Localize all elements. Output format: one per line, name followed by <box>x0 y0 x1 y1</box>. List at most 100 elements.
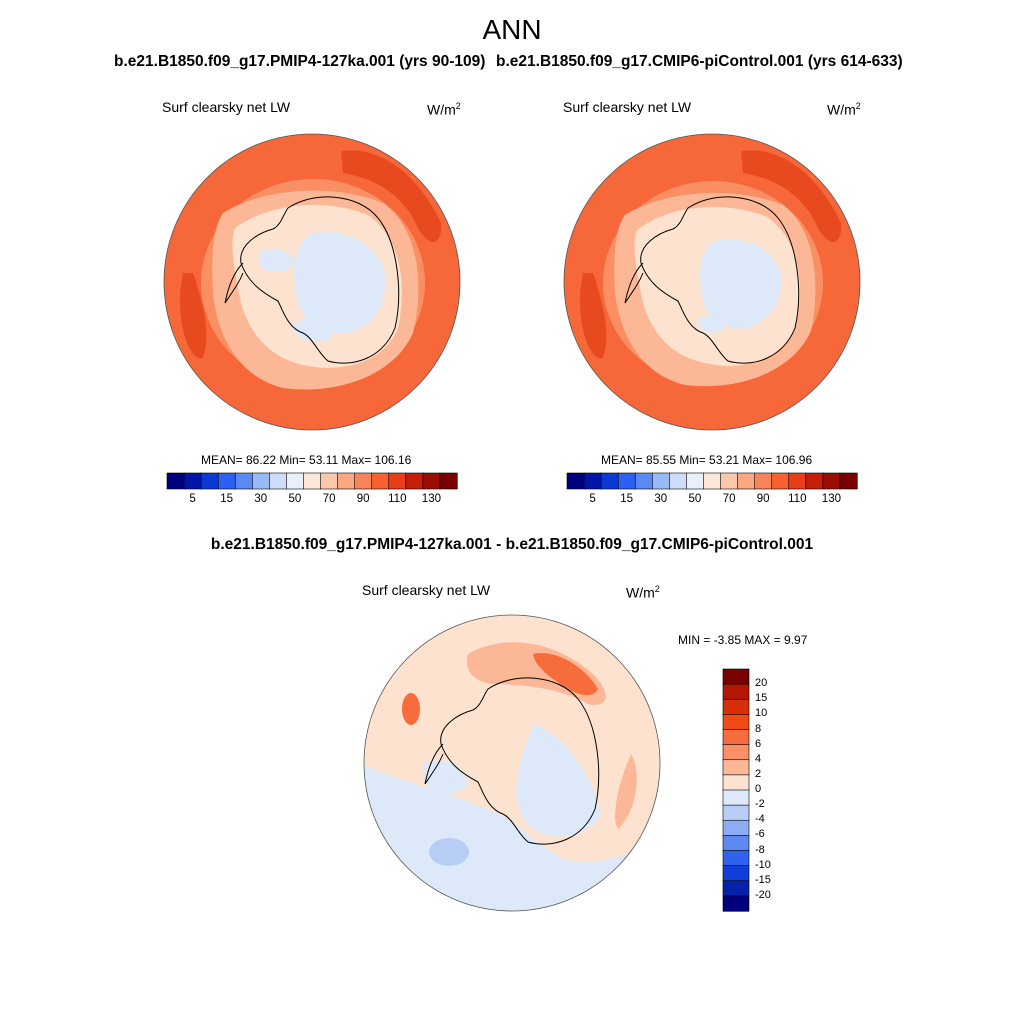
diff-colorbar-tick-label: -10 <box>755 858 771 871</box>
panel1-ocean-max-region-west <box>180 273 207 359</box>
diff-colorbar-swatch <box>722 835 750 852</box>
colorbar-swatch <box>422 472 441 490</box>
diff-negative-core <box>429 838 469 866</box>
colorbar-tick-label: 70 <box>722 493 736 505</box>
diff-colorbar-tick-label: 0 <box>755 783 762 795</box>
diff-colorbar-tick-label: 2 <box>755 767 762 780</box>
panel1-case-title: b.e21.B1850.f09_g17.PMIP4-127ka.001 (yrs… <box>114 53 486 70</box>
diff-polar-map <box>363 614 661 912</box>
diff-colorbar-tick-label: -2 <box>755 798 765 811</box>
diff-colorbar-labels: 20 15 10 8 6 4 2 0 -2 -4 -6 -8 -10 -15 -20 <box>755 669 795 911</box>
diff-colorbar-swatch <box>722 850 750 867</box>
colorbar-tick-label: 130 <box>421 493 441 505</box>
panel1-units-label: W/m2 <box>427 101 461 118</box>
colorbar-tick-label: 110 <box>388 493 407 505</box>
panel2-ice-interior <box>699 239 782 329</box>
colorbar-swatch <box>686 472 705 490</box>
panel1-polar-map <box>163 133 461 431</box>
panel1-ross-shelf <box>293 319 332 343</box>
colorbar-tick-label: 30 <box>254 493 268 505</box>
panel2-stats: MEAN= 85.55 Min= 53.21 Max= 106.96 <box>601 453 813 467</box>
diff-colorbar-swatch <box>722 789 750 806</box>
diff-variable-label: Surf clearsky net LW <box>362 582 491 598</box>
panel1-ocean-max-region <box>341 150 442 242</box>
panel1-peninsula-coastline <box>224 262 244 304</box>
colorbar-swatch <box>720 472 739 490</box>
diff-colorbar-swatch <box>722 698 750 715</box>
diff-case-title: b.e21.B1850.f09_g17.PMIP4-127ka.001 - b.… <box>210 536 814 553</box>
diff-positive-region-east <box>615 754 637 829</box>
colorbar-tick-label: 90 <box>756 493 770 505</box>
panel2-ocean-max-region <box>741 150 842 242</box>
diff-colorbar-tick-label: 15 <box>755 692 768 705</box>
panel2-colorbar <box>566 472 858 490</box>
colorbar-swatch <box>651 472 670 490</box>
diff-stats: MIN = -3.85 MAX = 9.97 <box>678 633 808 647</box>
panel1-ice-interior-west <box>258 249 295 273</box>
panel1-stats: MEAN= 86.22 Min= 53.11 Max= 106.16 <box>201 453 412 467</box>
colorbar-swatch <box>583 472 602 490</box>
diff-colorbar-swatch <box>722 744 750 761</box>
colorbar-tick-label: 5 <box>189 493 196 505</box>
panel2-ross-shelf <box>698 316 724 333</box>
colorbar-tick-label: 50 <box>688 493 702 505</box>
colorbar-swatch <box>337 472 356 490</box>
diff-positive-core <box>533 653 598 696</box>
panel2-variable-label: Surf clearsky net LW <box>563 99 692 115</box>
colorbar-tick-label: 130 <box>821 493 841 505</box>
colorbar-swatch <box>405 472 424 490</box>
colorbar-tick-label: 90 <box>356 493 370 505</box>
diff-colorbar-swatch <box>722 668 750 685</box>
diff-colorbar-tick-label: -8 <box>755 843 765 856</box>
diff-colorbar-swatch <box>722 895 750 912</box>
colorbar-tick-label: 5 <box>589 493 596 505</box>
panel2-case-title: b.e21.B1850.f09_g17.CMIP6-piControl.001 … <box>496 53 903 70</box>
panel1-variable-label: Surf clearsky net LW <box>162 99 291 115</box>
panel2-antarctica-coastline <box>640 196 800 364</box>
panel2-peninsula-coastline <box>624 262 644 304</box>
panel1-ice-interior <box>294 232 386 334</box>
diff-negative-region <box>364 764 660 911</box>
colorbar-swatch <box>822 472 841 490</box>
diff-negative-region-east <box>516 724 601 837</box>
diff-colorbar-swatch <box>722 683 750 700</box>
diff-colorbar-tick-label: 8 <box>755 722 762 735</box>
colorbar-swatch <box>805 472 824 490</box>
panel2-units-label: W/m2 <box>827 101 861 118</box>
colorbar-swatch <box>303 472 322 490</box>
colorbar-swatch <box>200 472 219 490</box>
colorbar-swatch <box>771 472 790 490</box>
colorbar-tick-label: 50 <box>288 493 302 505</box>
colorbar-swatch <box>251 472 270 490</box>
colorbar-swatch <box>566 472 585 490</box>
colorbar-swatch <box>388 472 407 490</box>
diff-colorbar-tick-label: -4 <box>755 813 765 826</box>
colorbar-swatch <box>617 472 636 490</box>
colorbar-swatch <box>788 472 807 490</box>
diff-peninsula-coastline <box>424 743 444 785</box>
diff-colorbar-swatch <box>722 729 750 746</box>
colorbar-swatch <box>320 472 339 490</box>
colorbar-swatch <box>234 472 253 490</box>
panel2-polar-map <box>563 133 861 431</box>
diff-colorbar-swatch <box>722 804 750 821</box>
diff-colorbar-swatch <box>722 714 750 731</box>
colorbar-swatch <box>737 472 756 490</box>
panel2-ocean-max-region-west <box>580 273 607 359</box>
main-title: ANN <box>482 14 542 45</box>
diff-map-border <box>363 614 661 912</box>
colorbar-tick-label: 15 <box>620 493 634 505</box>
colorbar-tick-label: 30 <box>654 493 668 505</box>
colorbar-tick-label: 15 <box>220 493 234 505</box>
colorbar-swatch <box>600 472 619 490</box>
colorbar-swatch <box>354 472 373 490</box>
colorbar-swatch <box>839 472 858 490</box>
panel2-map-border <box>563 133 861 431</box>
diff-colorbar <box>722 668 750 912</box>
diff-colorbar-tick-label: -6 <box>755 828 765 841</box>
colorbar-tick-label: 110 <box>788 493 807 505</box>
colorbar-swatch <box>217 472 236 490</box>
diff-colorbar-tick-label: 6 <box>755 737 762 750</box>
panel1-colorbar-labels: 5 15 30 50 70 90 110 130 <box>167 493 457 509</box>
diff-antarctica-coastline <box>440 677 600 845</box>
